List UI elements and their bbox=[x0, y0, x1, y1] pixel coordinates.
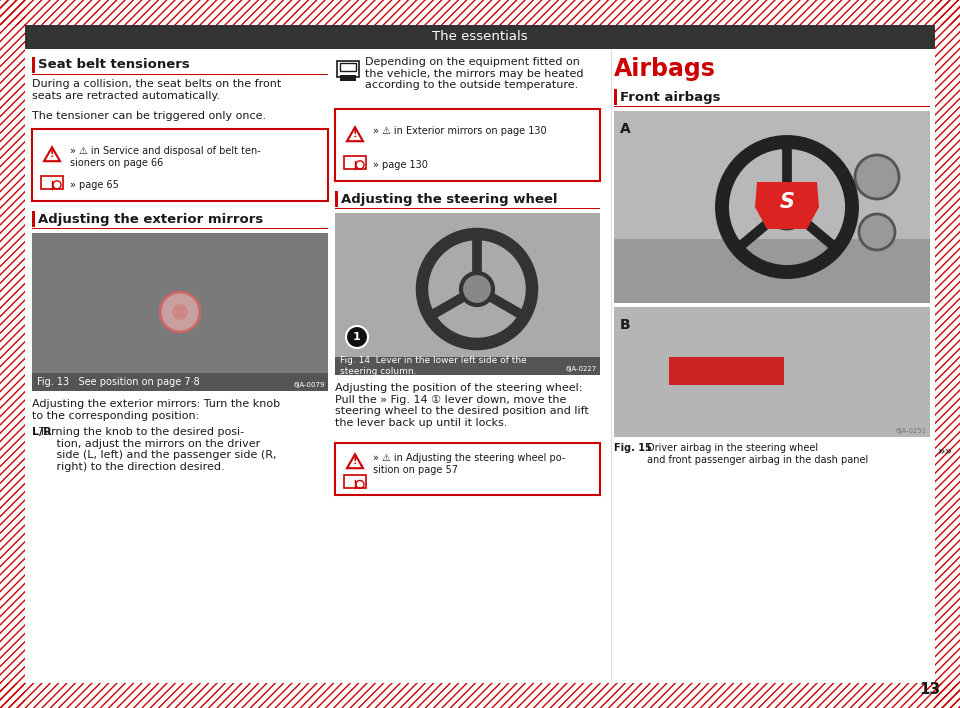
Bar bbox=[344, 476, 366, 489]
Bar bbox=[0, 683, 960, 708]
Text: Driver airbag in the steering wheel
and front passenger airbag in the dash panel: Driver airbag in the steering wheel and … bbox=[647, 443, 868, 464]
Text: » page 130: » page 130 bbox=[373, 160, 428, 170]
Text: » page 65: » page 65 bbox=[70, 180, 119, 190]
Text: » ⚠ in Service and disposal of belt ten-
sioners on page 66: » ⚠ in Service and disposal of belt ten-… bbox=[70, 146, 261, 168]
Bar bbox=[340, 63, 356, 71]
Polygon shape bbox=[755, 182, 819, 229]
Circle shape bbox=[172, 304, 188, 320]
Text: The essentials: The essentials bbox=[432, 30, 528, 43]
Bar bbox=[935, 0, 960, 708]
Text: » ⚠ in Exterior mirrors on page 130: » ⚠ in Exterior mirrors on page 130 bbox=[373, 126, 546, 136]
Text: Fig. 15: Fig. 15 bbox=[614, 443, 659, 453]
Bar bbox=[335, 357, 600, 375]
Bar bbox=[32, 228, 328, 229]
Text: » ⚠ in Adjusting the steering wheel po-
sition on page 57: » ⚠ in Adjusting the steering wheel po- … bbox=[373, 453, 565, 475]
Bar bbox=[0, 0, 25, 708]
Circle shape bbox=[765, 185, 809, 229]
Text: !: ! bbox=[352, 456, 357, 466]
Bar bbox=[614, 239, 930, 303]
Circle shape bbox=[859, 214, 895, 250]
Bar bbox=[32, 74, 328, 75]
Bar bbox=[0, 683, 960, 708]
Bar bbox=[337, 61, 359, 77]
Bar bbox=[0, 0, 25, 708]
Bar bbox=[340, 75, 356, 81]
Text: 1: 1 bbox=[353, 332, 361, 342]
Circle shape bbox=[855, 155, 899, 199]
Text: 6JA-0079: 6JA-0079 bbox=[294, 382, 325, 388]
Bar bbox=[32, 211, 35, 227]
Text: »»: »» bbox=[938, 445, 953, 457]
Text: !: ! bbox=[50, 149, 55, 159]
Text: Turning the knob to the desired posi-
       tion, adjust the mirrors on the dri: Turning the knob to the desired posi- ti… bbox=[32, 427, 276, 472]
Text: !: ! bbox=[352, 129, 357, 139]
Bar bbox=[614, 111, 930, 303]
Bar bbox=[611, 49, 612, 683]
Text: Adjusting the steering wheel: Adjusting the steering wheel bbox=[341, 193, 558, 205]
Text: Depending on the equipment fitted on
the vehicle, the mirrors may be heated
acco: Depending on the equipment fitted on the… bbox=[365, 57, 584, 90]
Text: Fig. 14  Lever in the lower left side of the
steering column.: Fig. 14 Lever in the lower left side of … bbox=[340, 356, 527, 376]
Text: Adjusting the exterior mirrors: Adjusting the exterior mirrors bbox=[38, 212, 263, 226]
Bar bbox=[0, 0, 960, 25]
Text: Adjusting the position of the steering wheel:
Pull the » Fig. 14 ① lever down, m: Adjusting the position of the steering w… bbox=[335, 383, 588, 428]
Bar bbox=[614, 89, 617, 105]
Bar bbox=[25, 25, 935, 49]
Circle shape bbox=[461, 273, 493, 305]
Bar bbox=[614, 111, 930, 303]
Bar bbox=[614, 307, 930, 437]
Bar bbox=[335, 191, 338, 207]
Text: 13: 13 bbox=[919, 683, 940, 697]
Bar bbox=[32, 129, 328, 201]
Bar bbox=[335, 208, 600, 209]
Text: 6JA-0251: 6JA-0251 bbox=[896, 428, 927, 434]
Bar bbox=[614, 106, 930, 107]
Bar bbox=[935, 0, 960, 708]
Text: A: A bbox=[620, 122, 631, 136]
Text: Front airbags: Front airbags bbox=[620, 91, 721, 103]
Bar bbox=[41, 176, 63, 189]
Bar bbox=[32, 373, 328, 391]
Text: Adjusting the exterior mirrors: Turn the knob
to the corresponding position:: Adjusting the exterior mirrors: Turn the… bbox=[32, 399, 280, 421]
Bar bbox=[0, 0, 960, 25]
Text: Airbags: Airbags bbox=[614, 57, 716, 81]
Bar bbox=[32, 233, 328, 391]
Text: L/R: L/R bbox=[32, 427, 52, 437]
Bar bbox=[32, 57, 35, 73]
Circle shape bbox=[346, 326, 368, 348]
Text: S: S bbox=[780, 192, 795, 212]
Bar bbox=[335, 443, 600, 495]
Circle shape bbox=[160, 292, 200, 332]
Text: Fig. 13   See position on page 7·8: Fig. 13 See position on page 7·8 bbox=[37, 377, 200, 387]
Text: During a collision, the seat belts on the front
seats are retracted automaticall: During a collision, the seat belts on th… bbox=[32, 79, 281, 101]
Bar bbox=[669, 357, 784, 385]
Text: 6JA-0227: 6JA-0227 bbox=[565, 366, 597, 372]
Bar bbox=[335, 213, 600, 375]
Bar bbox=[335, 109, 600, 181]
Text: Seat belt tensioners: Seat belt tensioners bbox=[38, 59, 190, 72]
Text: B: B bbox=[620, 318, 631, 332]
Bar bbox=[344, 156, 366, 169]
Text: The tensioner can be triggered only once.: The tensioner can be triggered only once… bbox=[32, 111, 266, 121]
